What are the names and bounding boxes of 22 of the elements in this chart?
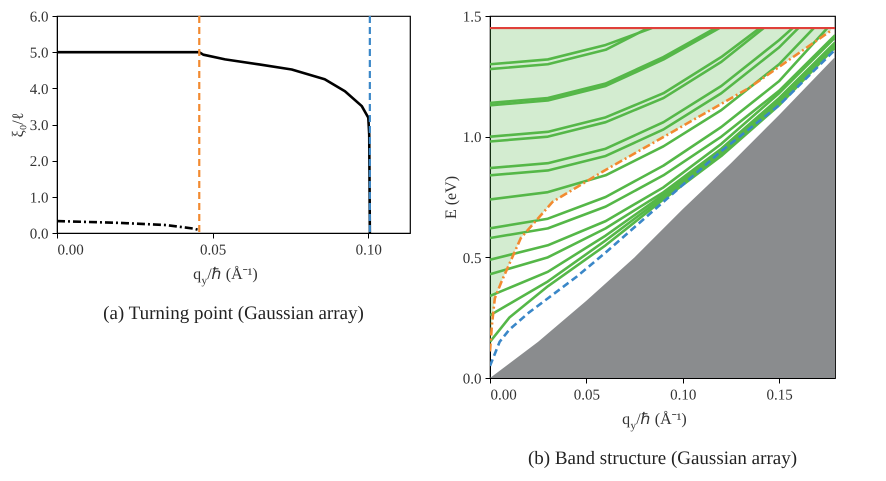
y-tick-label: 1.0 — [462, 130, 482, 146]
x-tick-label: 0.05 — [574, 388, 600, 404]
text: (b) Band structure (Gaussian array) — [528, 448, 798, 470]
x-tick-label: 0.00 — [490, 388, 517, 404]
y-tick-label: 0.0 — [462, 372, 482, 388]
x-tick-label: 0.15 — [766, 388, 793, 404]
y-tick-label: 1.0 — [30, 190, 48, 206]
x-tick-label: 0.10 — [670, 388, 696, 404]
x-tick-label: 0.10 — [356, 242, 382, 258]
y-axis-title: ξ₀/ℓ — [10, 112, 27, 138]
y-axis-title: E (eV) — [442, 176, 460, 220]
y-tick-label: 5.0 — [30, 46, 48, 62]
y-tick-label: 2.0 — [30, 154, 48, 170]
y-tick-label: 6.0 — [30, 10, 48, 26]
text: (a) Turning point (Gaussian array) — [103, 303, 364, 324]
y-tick-label: 4.0 — [30, 82, 48, 98]
y-tick-label: 1.5 — [462, 10, 482, 26]
y-tick-label: 0.5 — [462, 250, 482, 267]
x-tick-label: 0.00 — [58, 242, 84, 258]
y-tick-label: 3.0 — [30, 118, 48, 134]
x-tick-label: 0.05 — [200, 242, 226, 258]
y-tick-label: 0.0 — [30, 226, 48, 242]
